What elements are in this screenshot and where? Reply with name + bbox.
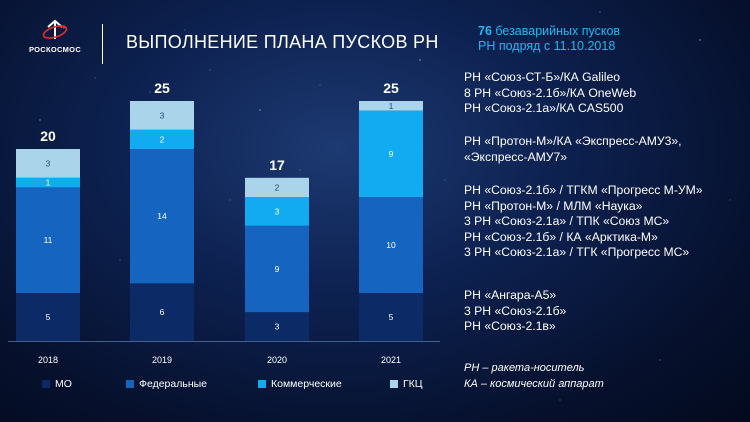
launch-line: РН «Союз-2.1б» / ТГКМ «Прогресс М-УМ» xyxy=(464,183,703,197)
legend-label: ГКЦ xyxy=(403,378,423,390)
safety-note-line1-text: безаварийных пусков xyxy=(491,24,621,38)
bar-total-label: 25 xyxy=(154,80,170,96)
x-tick-label: 2019 xyxy=(152,355,172,365)
data-label: 9 xyxy=(275,264,280,274)
legend-label: Коммерческие xyxy=(271,378,342,390)
data-label: 5 xyxy=(389,312,394,322)
bar-total-label: 17 xyxy=(269,157,285,173)
bar-segment-gkc xyxy=(359,101,423,111)
x-tick-label: 2020 xyxy=(267,355,287,365)
legend-label: МО xyxy=(55,378,72,390)
launch-line: 3 РН «Союз-2.1а» / ТГК «Прогресс МС» xyxy=(464,245,690,260)
logo-text: РОСКОСМОС xyxy=(28,45,82,54)
launch-line: РН «Протон-М»/КА «Экспресс-АМУ3», xyxy=(464,134,682,148)
legend-item-mo: МО xyxy=(42,378,72,390)
launch-line: 8 РН «Союз-2.1б»/КА OneWeb xyxy=(464,85,637,100)
data-label: 9 xyxy=(389,149,394,159)
launches-2021: РН «Ангара-А5» 3 РН «Союз-2.1б» РН «Союз… xyxy=(464,288,566,335)
launch-line: РН «Союз-2.1а»/КА CAS500 xyxy=(464,101,624,116)
legend-item-gkc: ГКЦ xyxy=(390,378,423,390)
roscosmos-logo: РОСКОСМОС xyxy=(20,18,90,54)
header-divider xyxy=(102,24,103,64)
safety-note-line1: 76 безаварийных пусков xyxy=(478,24,620,39)
launch-line: 3 РН «Союз-2.1а» / ТПК «Союз МС» xyxy=(464,214,670,229)
bar-segment-mo xyxy=(130,283,194,341)
footnote: РН – ракета-носитель xyxy=(464,362,585,374)
legend-swatch xyxy=(258,379,266,388)
launch-line: РН «Союз-2.1б» / КА «Арктика-М» xyxy=(464,229,658,244)
bar-segment-federal xyxy=(359,197,423,293)
legend-item-federal: Федеральные xyxy=(126,378,207,390)
launch-line: РН «Союз-СТ-Б»/КА Galileo xyxy=(464,70,621,84)
bar-total-label: 20 xyxy=(40,128,56,144)
legend-swatch xyxy=(42,379,50,388)
safety-note-count: 76 xyxy=(478,24,492,38)
safety-note: 76 безаварийных пусков РН подряд с 11.10… xyxy=(478,24,620,54)
bar-segment-gkc xyxy=(16,149,80,178)
bar-segment-mo xyxy=(245,312,309,341)
data-label: 11 xyxy=(44,235,53,245)
bar-segment-commercial xyxy=(16,177,80,188)
legend-swatch xyxy=(390,379,398,388)
safety-note-line2: РН подряд с 11.10.2018 xyxy=(478,39,616,53)
data-label: 2 xyxy=(160,134,165,144)
bar-segment-mo xyxy=(359,293,423,341)
data-label: 3 xyxy=(275,206,280,216)
legend-swatch xyxy=(126,379,134,388)
launch-line: «Экспресс-АМУ7» xyxy=(464,149,568,164)
x-tick-label: 2018 xyxy=(38,355,58,365)
data-label: 6 xyxy=(160,307,165,317)
launches-2019: РН «Протон-М»/КА «Экспресс-АМУ3», «Экспр… xyxy=(464,134,682,165)
data-label: 3 xyxy=(46,158,51,168)
data-label: 1 xyxy=(46,178,51,188)
launch-line: РН «Ангара-А5» xyxy=(464,288,557,302)
legend-label: Федеральные xyxy=(139,378,208,390)
bar-segment-commercial xyxy=(130,129,194,149)
launch-line: РН «Протон-М» / МЛМ «Наука» xyxy=(464,198,643,213)
bar-segment-commercial xyxy=(245,197,309,226)
launches-2018: РН «Союз-СТ-Б»/КА Galileo 8 РН «Союз-2.1… xyxy=(464,70,636,117)
bar-segment-federal xyxy=(130,149,194,284)
footnotes: РН – ракета-носитель КА – космический ап… xyxy=(464,361,604,392)
bar-segment-federal xyxy=(245,225,309,313)
x-tick-label: 2021 xyxy=(381,355,401,365)
bar-segment-commercial xyxy=(359,110,423,197)
launch-line: 3 РН «Союз-2.1б» xyxy=(464,303,567,318)
bar-segment-gkc xyxy=(245,177,309,197)
data-label: 1 xyxy=(389,101,394,111)
data-label: 5 xyxy=(46,312,51,322)
data-label: 3 xyxy=(160,110,165,120)
bar-segment-gkc xyxy=(130,101,194,130)
bar-total-label: 25 xyxy=(383,80,399,96)
bar-segment-mo xyxy=(16,293,80,341)
footnote: КА – космический аппарат xyxy=(464,377,604,390)
launches-2020: РН «Союз-2.1б» / ТГКМ «Прогресс М-УМ» РН… xyxy=(464,183,703,261)
page-title: ВЫПОЛНЕНИЕ ПЛАНА ПУСКОВ РН xyxy=(126,32,439,52)
data-label: 10 xyxy=(386,240,396,250)
data-label: 3 xyxy=(275,322,280,332)
data-label: 14 xyxy=(157,211,167,221)
roscosmos-emblem-icon xyxy=(42,19,68,39)
legend-item-commercial: Коммерческие xyxy=(258,378,342,390)
data-label: 2 xyxy=(275,182,280,192)
bar-segment-federal xyxy=(16,187,80,293)
launch-line: РН «Союз-2.1в» xyxy=(464,319,556,334)
